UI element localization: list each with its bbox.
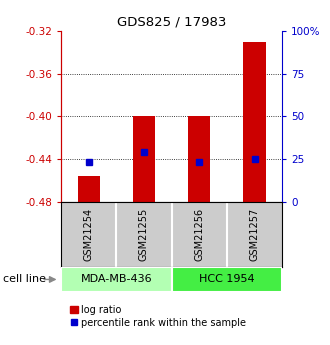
Bar — [61, 267, 172, 292]
Text: GSM21257: GSM21257 — [249, 208, 259, 261]
Bar — [78, 176, 100, 202]
Title: GDS825 / 17983: GDS825 / 17983 — [117, 16, 226, 29]
Text: GSM21254: GSM21254 — [84, 208, 94, 261]
Bar — [172, 267, 282, 292]
Legend: log ratio, percentile rank within the sample: log ratio, percentile rank within the sa… — [66, 301, 250, 332]
Text: HCC 1954: HCC 1954 — [199, 275, 255, 284]
Bar — [133, 117, 155, 202]
Text: GSM21256: GSM21256 — [194, 208, 204, 261]
Text: cell line: cell line — [3, 275, 46, 284]
Bar — [188, 117, 210, 202]
Text: MDA-MB-436: MDA-MB-436 — [81, 275, 152, 284]
Text: GSM21255: GSM21255 — [139, 208, 149, 261]
Bar — [244, 42, 266, 202]
